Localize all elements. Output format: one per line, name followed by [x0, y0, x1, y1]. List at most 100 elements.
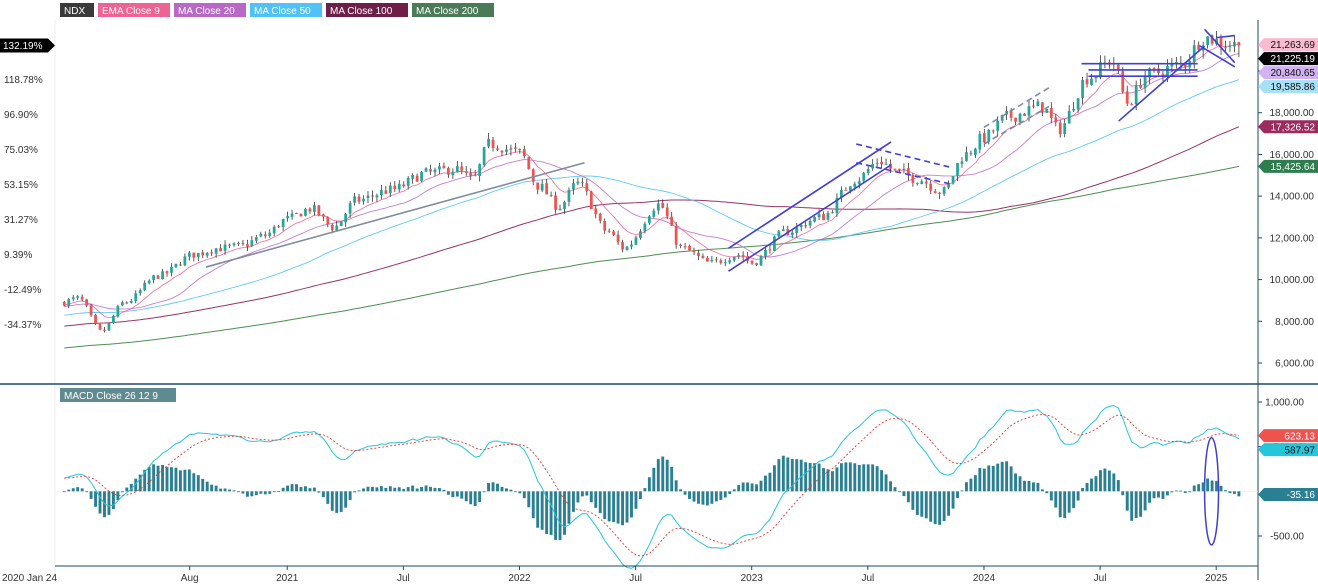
candle-body	[697, 252, 700, 257]
macd-histogram-bar	[259, 491, 263, 494]
price-tags: 21,263.69 21,225.19 20,840.65 19,585.86 17,3…	[0, 38, 1318, 501]
macd-histogram-bar	[719, 491, 723, 500]
candle-body	[978, 134, 982, 150]
candle-body	[1027, 106, 1031, 116]
candle-body	[1054, 117, 1058, 123]
candle-body	[607, 230, 611, 232]
candle-body	[683, 246, 687, 248]
candle-body	[313, 205, 316, 212]
candle	[353, 193, 356, 206]
macd-histogram-bar	[1027, 480, 1031, 492]
candle-body	[277, 226, 281, 228]
macd-histogram-bar	[585, 491, 589, 496]
candle	[768, 245, 772, 254]
candle	[241, 240, 245, 246]
candle-body	[889, 163, 892, 169]
candle	[607, 228, 611, 233]
candle	[585, 178, 589, 196]
macd-histogram-bar	[728, 491, 732, 494]
candle-body	[804, 225, 808, 227]
trendline-annotations[interactable]	[205, 28, 1236, 546]
candle-body	[545, 183, 549, 195]
macd-histogram-bar	[513, 491, 517, 493]
candle-body	[505, 149, 508, 152]
macd-histogram-bar	[415, 488, 419, 492]
candle	[960, 157, 964, 168]
macd-histogram-bar	[147, 466, 151, 492]
candle-body	[201, 252, 205, 256]
candle	[339, 221, 343, 226]
candle-body	[384, 190, 388, 194]
candle-body	[478, 164, 482, 176]
candle-body	[643, 223, 647, 232]
macd-histogram-bar	[1157, 491, 1160, 498]
macd-histogram-bar	[571, 491, 575, 512]
candle-body	[915, 183, 919, 185]
macd-histogram-bar	[1067, 491, 1071, 513]
legend[interactable]: NDX EMA Close 9 MA Close 20 MA Close 50 MA C…	[60, 3, 494, 402]
candle	[844, 187, 848, 191]
candle-body	[415, 175, 419, 182]
macd-histogram-bar	[982, 468, 986, 492]
macd-histogram-bar	[491, 482, 495, 492]
x-tick-label: 2020 Jan 24	[2, 573, 57, 584]
macd-histogram-bar	[621, 491, 625, 526]
candle-body	[866, 169, 870, 174]
macd-histogram-bar	[723, 491, 727, 498]
candle	[822, 211, 825, 221]
candle-body	[464, 171, 468, 173]
candle-body	[420, 172, 423, 181]
candle-body	[357, 196, 361, 202]
candle	[304, 207, 307, 217]
macd-histogram-bar	[487, 483, 491, 492]
macd-histogram-bar	[911, 491, 915, 510]
candle	[737, 253, 741, 259]
candle-body	[790, 232, 794, 236]
macd-histogram-bar	[504, 488, 508, 492]
legend-item[interactable]: MA Close 50	[250, 3, 322, 17]
candle-body	[1000, 114, 1004, 121]
macd-legend-label: MACD Close 26 12 9	[64, 391, 158, 402]
macd-histogram-bar	[111, 491, 115, 510]
candle-body	[701, 255, 705, 258]
macd-histogram-bar	[219, 488, 223, 492]
candle	[424, 167, 428, 173]
pct-tick-label: 53.15%	[4, 180, 38, 191]
candle-body	[898, 168, 901, 170]
candle	[1125, 85, 1129, 106]
candle	[196, 252, 200, 261]
candle-body	[1081, 79, 1084, 99]
candle	[388, 182, 392, 198]
candle	[1032, 99, 1035, 109]
candle	[665, 203, 669, 220]
macd-histogram-bar	[991, 465, 995, 492]
candle	[170, 263, 173, 277]
legend-item[interactable]: MA Close 20	[174, 3, 246, 17]
candle-body	[67, 299, 71, 306]
legend-item[interactable]: EMA Close 9	[98, 3, 170, 17]
candle	[500, 150, 504, 157]
macd-histogram-bar	[929, 491, 933, 522]
candle-body	[1161, 74, 1165, 77]
candle-body	[147, 280, 151, 284]
macd-histogram-bar	[701, 491, 705, 505]
legend-item[interactable]: NDX	[60, 3, 94, 17]
macd-histogram-bar	[85, 491, 89, 493]
candle-body	[1170, 63, 1174, 67]
candle	[1174, 57, 1178, 69]
price-tag-bg	[1258, 52, 1318, 66]
price-tag-bg	[1258, 120, 1318, 134]
macd-legend[interactable]: MACD Close 26 12 9	[60, 388, 176, 402]
macd-histogram-bar	[268, 491, 272, 494]
candle	[286, 211, 289, 222]
candle	[643, 221, 647, 234]
legend-item[interactable]: MA Close 100	[326, 3, 408, 17]
legend-item[interactable]: MA Close 200	[412, 3, 494, 17]
candle	[536, 182, 540, 195]
candle	[1040, 102, 1044, 117]
candle	[759, 254, 763, 266]
candle-body	[764, 249, 767, 257]
candle-body	[616, 234, 620, 243]
candle-body	[862, 172, 866, 181]
